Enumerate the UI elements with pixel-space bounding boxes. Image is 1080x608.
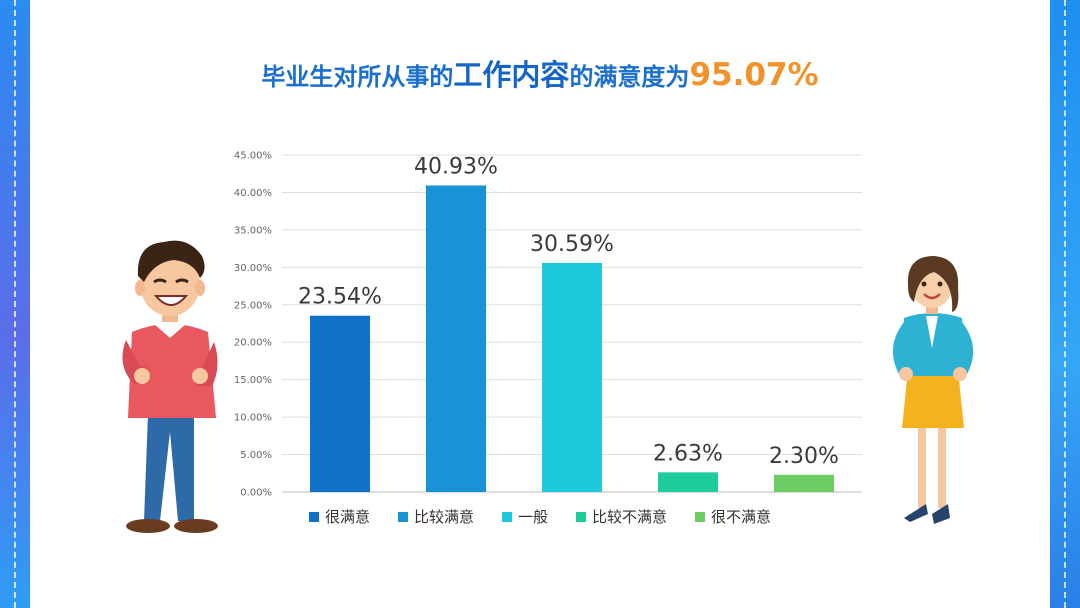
y-tick-label: 35.00% [234,225,272,236]
right-frame-strip [1050,0,1080,608]
y-tick-label: 40.00% [234,188,272,199]
y-tick-label: 5.00% [240,450,272,461]
legend-label: 很满意 [325,508,370,526]
title-percentage: 95.07% [689,57,819,93]
content-panel [30,0,1050,608]
left-dashed-line [14,0,16,608]
data-label: 30.59% [530,232,614,257]
bar-5 [774,474,834,492]
page-title: 毕业生对所从事的工作内容的满意度为95.07% [0,52,1080,94]
y-tick-label: 10.00% [234,413,272,424]
y-tick-label: 20.00% [234,338,272,349]
y-tick-label: 15.00% [234,375,272,386]
bar-4 [658,472,718,492]
right-dashed-line [1064,0,1066,608]
y-tick-label: 0.00% [240,488,272,499]
legend-label: 一般 [518,508,548,526]
legend-label: 比较不满意 [592,508,667,526]
bar-1 [310,315,370,492]
title-part-1: 毕业生对所从事的 [261,63,454,91]
legend-swatch [502,512,512,522]
data-label: 2.63% [653,441,723,466]
bar-3 [542,262,602,492]
legend-swatch [695,512,705,522]
legend-swatch [309,512,319,522]
data-label: 23.54% [298,285,382,310]
legend-swatch [398,512,408,522]
woman-character-illustration [892,256,974,524]
y-tick-label: 30.00% [234,263,272,274]
y-tick-label: 25.00% [234,300,272,311]
bar-2 [426,185,486,492]
left-frame-strip [0,0,30,608]
data-label: 2.30% [769,444,839,469]
title-part-3: 的满意度为 [569,63,690,91]
legend-label: 很不满意 [711,508,771,526]
title-part-2: 工作内容 [453,58,570,92]
y-tick-label: 45.00% [234,151,272,162]
legend-swatch [576,512,586,522]
legend-label: 比较满意 [414,508,474,526]
man-character-illustration [122,240,218,533]
data-label: 40.93% [414,154,498,179]
